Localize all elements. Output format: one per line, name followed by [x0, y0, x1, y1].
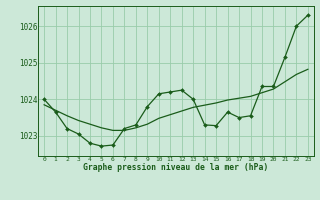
X-axis label: Graphe pression niveau de la mer (hPa): Graphe pression niveau de la mer (hPa) [84, 163, 268, 172]
